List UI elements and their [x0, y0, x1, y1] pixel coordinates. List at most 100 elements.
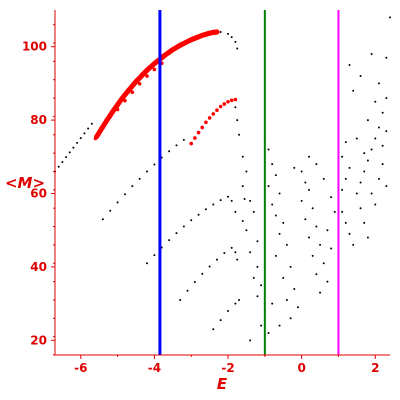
black-point — [293, 166, 296, 169]
black-point — [381, 111, 384, 114]
black-point — [227, 195, 230, 198]
black-point — [293, 287, 296, 290]
black-point — [348, 166, 351, 169]
black-point — [315, 163, 318, 166]
black-point — [234, 251, 237, 254]
black-point — [201, 272, 204, 275]
black-point — [236, 47, 239, 50]
black-point — [363, 152, 366, 155]
black-point — [381, 163, 384, 166]
black-point — [230, 246, 233, 249]
black-point — [377, 177, 380, 180]
black-point — [215, 258, 218, 261]
black-point — [359, 207, 362, 210]
black-point — [146, 262, 149, 265]
black-point — [146, 170, 149, 173]
red-point — [193, 136, 197, 140]
black-point — [311, 207, 314, 210]
black-point — [359, 181, 362, 184]
black-point — [260, 284, 263, 287]
black-point — [289, 265, 292, 268]
black-point — [116, 201, 119, 204]
black-point — [219, 319, 222, 322]
black-point — [311, 254, 314, 257]
black-point — [175, 144, 178, 147]
black-point — [153, 254, 156, 257]
black-point — [326, 229, 329, 232]
black-point — [319, 243, 322, 246]
black-point — [61, 160, 64, 163]
black-point — [241, 220, 244, 223]
black-point — [179, 298, 182, 301]
red-point — [229, 98, 234, 103]
black-point — [355, 137, 358, 140]
black-point — [366, 236, 369, 239]
x-tick-label: 2 — [371, 361, 379, 375]
black-point — [308, 155, 311, 158]
black-point — [319, 291, 322, 294]
black-point — [212, 203, 215, 206]
red-point — [137, 81, 142, 86]
black-point — [238, 133, 241, 136]
black-point — [249, 251, 252, 254]
black-point — [249, 199, 252, 202]
y-tick-label: 20 — [30, 333, 47, 347]
ticks: -6 -4 -2 0 2 20 40 60 80 100 — [22, 24, 379, 375]
black-point — [260, 324, 263, 327]
red-point — [218, 104, 223, 109]
black-point — [377, 126, 380, 129]
black-point — [267, 148, 270, 151]
black-point — [374, 137, 377, 140]
black-point — [296, 306, 299, 309]
red-point — [130, 90, 135, 95]
x-tick-label: -2 — [221, 361, 234, 375]
black-point — [197, 213, 200, 216]
axes — [54, 10, 390, 356]
vertical-lines — [158, 10, 340, 355]
black-point — [227, 32, 230, 35]
black-point — [245, 170, 248, 173]
black-point — [83, 132, 86, 135]
black-point — [131, 185, 134, 188]
black-point — [208, 265, 211, 268]
red-point — [200, 125, 205, 130]
black-point — [344, 177, 347, 180]
black-point — [348, 232, 351, 235]
black-point — [72, 146, 75, 149]
x-tick-label: -4 — [148, 361, 161, 375]
black-point — [234, 302, 237, 305]
black-point — [366, 119, 369, 122]
black-point — [366, 159, 369, 162]
red-point — [196, 130, 201, 135]
red-point — [207, 116, 212, 120]
black-point — [304, 218, 307, 221]
black-point — [363, 221, 366, 224]
black-point — [87, 127, 90, 130]
black-point — [322, 262, 325, 265]
black-point — [168, 239, 171, 242]
x-tick-label: -6 — [74, 361, 87, 375]
black-point — [57, 165, 60, 168]
black-point — [315, 225, 318, 228]
black-point — [352, 89, 355, 92]
black-point — [138, 177, 141, 180]
black-point — [68, 151, 71, 154]
red-point — [211, 112, 216, 116]
black-point — [234, 106, 237, 109]
x-axis-label: E — [217, 375, 228, 393]
black-point — [377, 82, 380, 85]
black-point — [315, 273, 318, 276]
black-point — [385, 130, 388, 133]
black-point — [234, 210, 237, 213]
black-point — [245, 229, 248, 232]
black-point — [341, 188, 344, 191]
black-point — [256, 265, 259, 268]
black-point — [230, 36, 233, 39]
black-point — [370, 148, 373, 151]
black-point — [241, 185, 244, 188]
black-point — [385, 97, 388, 100]
black-point — [182, 225, 185, 228]
black-point — [333, 210, 336, 213]
black-point — [385, 56, 388, 59]
black-point — [252, 276, 255, 279]
